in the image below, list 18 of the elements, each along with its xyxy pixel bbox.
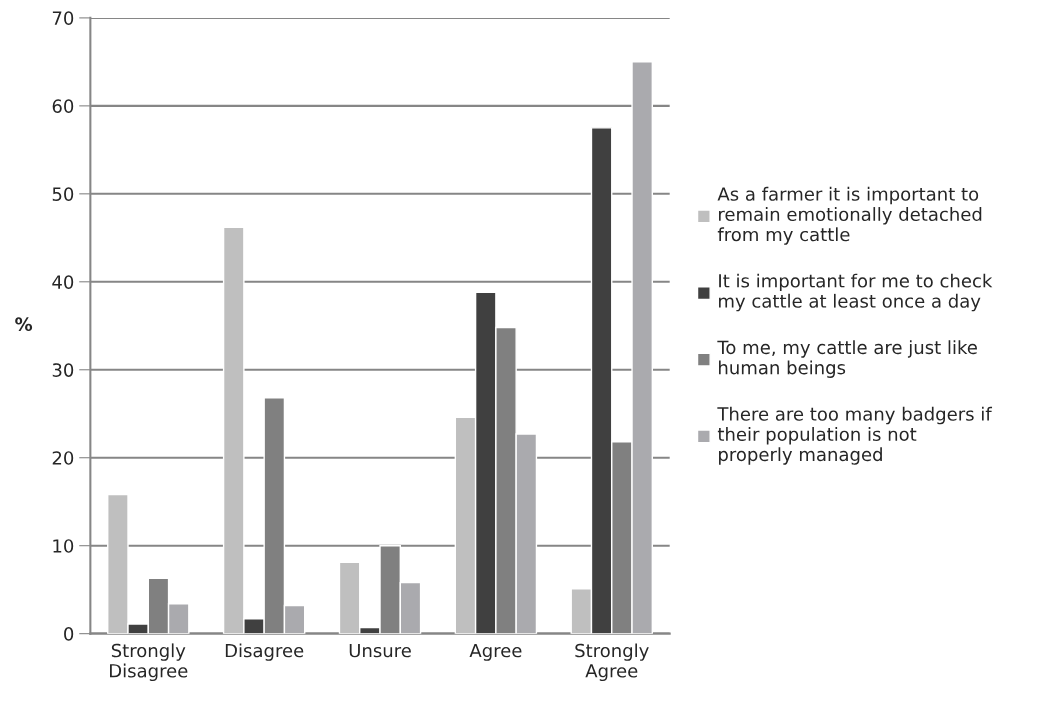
y-tick-label: 50 xyxy=(52,187,74,201)
y-tick-label: 40 xyxy=(52,275,74,289)
y-axis-title: % xyxy=(15,317,33,332)
y-tick-label: 20 xyxy=(52,451,74,465)
x-tick-label: Disagree xyxy=(225,643,304,661)
legend-label: It is important for me to check my cattle at least once a day xyxy=(719,273,993,312)
x-tick-label: Strongly Disagree xyxy=(110,643,188,682)
y-tick-label: 0 xyxy=(64,627,74,641)
legend-label: As a farmer it is important to remain emotionally detached from my cattle xyxy=(717,186,982,245)
y-tick-label: 10 xyxy=(53,539,74,553)
legend-label: There are too many badgers if their population is not properly managed xyxy=(717,406,993,465)
y-tick-label: 70 xyxy=(52,11,74,26)
legend-label: To me, my cattle are just like human beings xyxy=(717,340,977,378)
y-tick-label: 30 xyxy=(52,363,74,377)
x-tick-label: Agree xyxy=(469,643,522,661)
x-tick-label: Strongly Agree xyxy=(575,643,649,682)
x-tick-label: Unsure xyxy=(349,643,411,658)
y-tick-label: 60 xyxy=(52,99,74,113)
